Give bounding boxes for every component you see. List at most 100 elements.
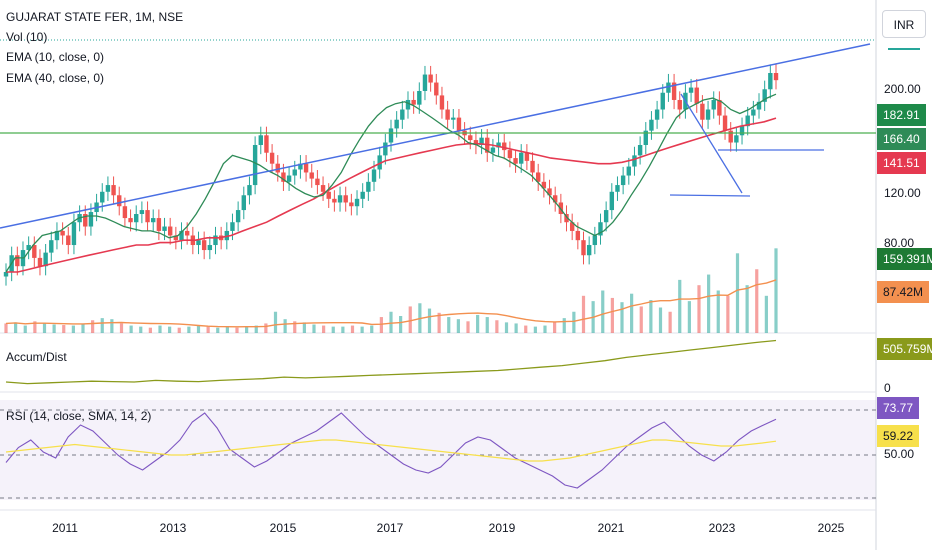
rsi-ma-value-badge: 59.22: [877, 425, 920, 447]
candle-body: [666, 82, 671, 93]
candle-body: [371, 169, 377, 182]
volume-bar: [235, 327, 239, 333]
volume-bar: [495, 320, 499, 333]
volume-bar: [187, 326, 191, 333]
volume-bar: [687, 301, 691, 333]
candle-body: [122, 206, 128, 219]
candle-body: [309, 172, 314, 179]
x-axis-label-2021: 2021: [597, 521, 625, 535]
ema40-value-badge: 141.51: [877, 152, 926, 174]
volume-bar: [225, 326, 229, 333]
price-axis-label-200: 200.00: [884, 82, 921, 96]
volume-bar: [42, 323, 47, 333]
candle-body: [434, 82, 439, 96]
volume-bar: [456, 319, 460, 333]
volume-bar: [206, 326, 210, 333]
candle-body: [615, 185, 620, 192]
candle-body: [762, 89, 767, 102]
candle-body: [507, 150, 513, 159]
accum-dist-label[interactable]: Accum/Dist: [6, 350, 67, 364]
volume-bar: [331, 326, 335, 333]
candle-body: [377, 155, 382, 170]
volume-bar: [774, 248, 778, 333]
candle-body: [768, 73, 773, 90]
candle-body: [388, 128, 394, 143]
candle-body: [37, 257, 43, 267]
candle-body: [26, 245, 31, 251]
volume-bar: [283, 319, 287, 333]
candle-body: [394, 119, 399, 129]
candle-body: [705, 109, 711, 120]
volume-bar: [466, 321, 470, 333]
candle-body: [677, 99, 682, 110]
candle-body: [660, 92, 665, 110]
volume-bar: [504, 322, 509, 333]
candle-body: [173, 235, 179, 241]
rsi-ma-line: [5, 439, 777, 462]
ema40-study-label[interactable]: EMA (40, close, 0): [6, 71, 105, 85]
volume-bar: [533, 326, 537, 333]
volume-bar: [148, 327, 152, 333]
vol-ma-value-badge: 87.42M: [877, 281, 930, 303]
volume-bar: [581, 295, 586, 333]
volume-bar: [658, 307, 663, 333]
candle-body: [643, 130, 648, 146]
volume-bar: [4, 323, 8, 333]
volume-bar: [100, 318, 104, 333]
volume-bar: [158, 325, 162, 333]
candle-body: [292, 169, 297, 176]
x-axis-label-2011: 2011: [52, 521, 78, 535]
candle-body: [773, 73, 779, 81]
x-axis-label-2015: 2015: [269, 521, 297, 535]
candle-body: [354, 198, 360, 207]
volume-bar: [322, 325, 326, 333]
volume-bar: [476, 314, 480, 333]
volume-bar: [389, 311, 393, 333]
candle-body: [235, 210, 241, 223]
candle-body: [405, 99, 411, 110]
candle-body: [592, 235, 598, 246]
candle-body: [201, 240, 207, 251]
candle-body: [49, 240, 54, 253]
candle-body: [700, 103, 705, 120]
currency-button[interactable]: INR: [882, 10, 926, 38]
volume-bar: [62, 325, 66, 333]
vol-study-label[interactable]: Vol (10): [6, 30, 48, 44]
candle-body: [298, 163, 303, 170]
rsi-study-label[interactable]: RSI (14, close, SMA, 14, 2): [6, 409, 152, 423]
volume-bar: [293, 321, 297, 333]
volume-bar: [543, 325, 547, 333]
volume-bar: [312, 324, 316, 333]
volume-bar: [23, 325, 27, 333]
volume-bar: [81, 323, 85, 333]
volume-bar: [514, 323, 518, 333]
volume-bar: [245, 326, 249, 333]
candle-body: [383, 142, 388, 156]
volume-bar: [735, 253, 740, 333]
ema10-study-label[interactable]: EMA (10, close, 0): [6, 50, 105, 64]
volume-bar: [668, 311, 672, 333]
volume-bar: [360, 326, 364, 333]
candle-body: [479, 137, 484, 146]
symbol-title[interactable]: GUJARAT STATE FER, 1M, NSE: [6, 10, 184, 24]
candle-body: [569, 222, 575, 231]
volume-bar: [264, 323, 268, 333]
volume-bar: [630, 293, 634, 333]
volume-bar: [52, 324, 56, 333]
candle-body: [609, 191, 615, 211]
volume-bar: [91, 320, 95, 333]
candle-body: [3, 271, 9, 277]
candle-body: [513, 158, 518, 164]
candle-body: [417, 91, 422, 105]
candle-body: [541, 181, 547, 189]
volume-bar: [196, 325, 201, 333]
candle-body: [717, 99, 722, 116]
volume-bar: [755, 269, 759, 333]
volume-bar: [553, 322, 557, 333]
volume-bar: [302, 322, 306, 333]
candle-body: [502, 142, 507, 151]
ema10-value-badge: 166.40: [877, 128, 926, 150]
volume-bar: [601, 290, 605, 333]
candle-body: [586, 245, 592, 256]
